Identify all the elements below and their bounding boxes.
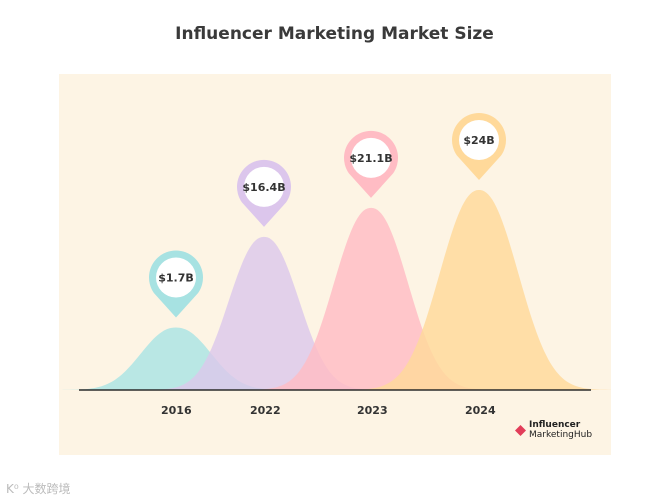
area-2016 bbox=[59, 327, 299, 390]
pin-inner-circle bbox=[244, 166, 284, 207]
chart-svg: 2016 2022 2023 2024 $1.7B $16.4B $21.1B $24B bbox=[59, 112, 611, 417]
chart-title: Influencer Marketing Market Size bbox=[175, 24, 494, 44]
brand-logo: Influencer MarketingHub bbox=[515, 418, 592, 442]
pin-inner-circle bbox=[459, 120, 499, 160]
area-2023 bbox=[241, 207, 501, 390]
pin-marker: $24B bbox=[451, 112, 506, 180]
watermark: K⁰ 大数跨境 bbox=[6, 482, 71, 496]
plot-area: 2016 2022 2023 2024 $1.7B $16.4B $21.1B $24B bbox=[59, 74, 611, 455]
area-2022 bbox=[141, 236, 387, 390]
x-tick-label: 2024 bbox=[465, 404, 496, 417]
x-tick-label: 2022 bbox=[250, 404, 281, 417]
brand-diamond-icon bbox=[515, 424, 526, 436]
pin-marker: $1.7B bbox=[149, 250, 204, 318]
x-tick-label: 2016 bbox=[161, 404, 192, 417]
data-label: $24B bbox=[463, 134, 494, 147]
data-label: $16.4B bbox=[242, 181, 285, 194]
pin-marker: $21.1B bbox=[344, 130, 398, 198]
area-2024 bbox=[342, 190, 611, 390]
brand-name-line2: MarketingHub bbox=[529, 430, 593, 440]
pin-inner-circle bbox=[351, 137, 391, 178]
x-tick-label: 2023 bbox=[357, 404, 388, 417]
brand-name-line1: Influencer bbox=[529, 420, 581, 430]
pin-marker: $16.4B bbox=[237, 159, 291, 227]
pin-inner-circle bbox=[156, 257, 196, 298]
data-label: $1.7B bbox=[158, 272, 194, 285]
data-label: $21.1B bbox=[349, 152, 392, 165]
